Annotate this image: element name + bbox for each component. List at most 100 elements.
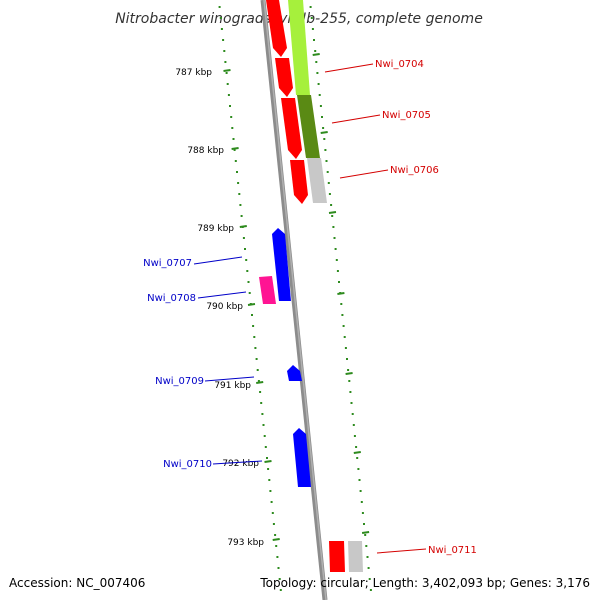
tick-dot — [318, 94, 321, 96]
tick-dot — [366, 556, 369, 558]
outer-feature-track — [288, 0, 363, 572]
major-tick — [328, 211, 337, 214]
tick-dot — [355, 446, 358, 448]
major-tick — [223, 69, 231, 72]
tick-dot — [251, 314, 253, 316]
tick-dot — [364, 534, 367, 536]
tick-dot — [240, 215, 243, 217]
tick-dot — [360, 501, 363, 503]
gene-arrow-nwi-0711[interactable] — [329, 541, 345, 572]
tick-dot — [352, 424, 355, 426]
gene-label-nwi-0707[interactable]: Nwi_0707 — [143, 258, 192, 269]
tick-dot — [266, 457, 268, 459]
tick-dot — [343, 336, 346, 338]
tick-dot — [264, 446, 267, 448]
gene-arrow-nwi-0704[interactable] — [275, 58, 293, 97]
gene-label-nwi-0709[interactable]: Nwi_0709 — [155, 376, 204, 387]
tick-dot — [255, 358, 258, 360]
tick-dot — [261, 413, 264, 415]
gene-label-nwi-0704[interactable]: Nwi_0704 — [375, 59, 424, 70]
tick-dot — [313, 39, 315, 41]
blue-gene-features — [259, 228, 311, 487]
gene-label-nwi-0708[interactable]: Nwi_0708 — [147, 293, 196, 304]
tick-dot — [367, 567, 370, 569]
major-tick — [247, 303, 256, 306]
gene-label-nwi-0705[interactable]: Nwi_0705 — [382, 110, 431, 121]
major-tick — [272, 538, 280, 541]
gene-arrow-nwi-0708[interactable] — [259, 276, 276, 304]
tick-dot — [244, 248, 246, 250]
tick-dot — [232, 138, 235, 140]
tick-dot — [268, 479, 271, 481]
major-tick — [337, 292, 345, 295]
topology-text: Topology: circular; Length: 3,402,093 bp… — [260, 576, 590, 590]
tick-dot — [223, 50, 226, 52]
tick-dot — [369, 589, 372, 591]
tick-dot — [356, 457, 359, 459]
tick-dot — [347, 369, 350, 371]
tick-dot — [342, 325, 345, 327]
major-tick — [231, 147, 239, 150]
tick-dot — [218, 6, 221, 8]
gene-arrow-upper[interactable] — [266, 0, 287, 57]
tick-dot — [361, 512, 364, 514]
major-tick — [353, 451, 361, 454]
major-tick — [361, 531, 370, 534]
tick-dot — [334, 248, 337, 250]
tick-dot — [246, 270, 249, 272]
tick-dot — [237, 182, 240, 184]
tick-dot — [225, 72, 228, 74]
tick-dot — [359, 490, 362, 492]
gene-arrow-nwi-0709[interactable] — [287, 365, 302, 381]
tick-dot — [353, 435, 356, 437]
tick-dot — [242, 237, 245, 239]
gene-feature-gray-bottom[interactable] — [348, 541, 363, 572]
kbp-label-792: 792 kbp — [222, 459, 259, 469]
genome-backbone — [260, 0, 328, 600]
tick-dot — [227, 94, 230, 96]
tick-dot — [277, 567, 280, 569]
tick-dot — [344, 347, 347, 349]
tick-dot — [349, 391, 352, 393]
tick-dot — [365, 545, 368, 547]
tick-dot — [220, 28, 223, 30]
tick-dot — [233, 149, 236, 151]
kbp-label-789: 789 kbp — [197, 224, 234, 234]
kbp-label-793: 793 kbp — [227, 538, 264, 548]
tick-dot — [321, 116, 323, 118]
kbp-label-790: 790 kbp — [206, 302, 243, 312]
major-tick — [239, 225, 247, 228]
tick-dot — [358, 479, 361, 481]
tick-dot — [224, 61, 227, 63]
gene-feature-olive[interactable] — [297, 95, 320, 158]
gene-label-nwi-0711[interactable]: Nwi_0711 — [428, 545, 477, 556]
tick-dot — [333, 237, 336, 239]
kbp-label-788: 788 kbp — [187, 146, 224, 156]
tick-dot — [324, 149, 327, 151]
tick-dot — [341, 314, 344, 316]
tick-dot — [278, 578, 281, 580]
tick-dot — [226, 83, 229, 85]
tick-dot — [248, 292, 251, 294]
gene-arrow-nwi-0706[interactable] — [290, 160, 308, 204]
tick-dot — [254, 347, 257, 349]
tick-dot — [272, 523, 275, 525]
gene-feature-gray[interactable] — [307, 158, 327, 203]
tick-dot — [236, 171, 238, 173]
gene-feature-lime[interactable] — [288, 0, 310, 95]
gene-label-nwi-0706[interactable]: Nwi_0706 — [390, 165, 439, 176]
gene-arrow-nwi-0707[interactable] — [272, 228, 291, 301]
gene-arrow-nwi-0710[interactable] — [293, 428, 311, 487]
tick-dot — [317, 83, 320, 85]
tick-dot — [262, 424, 265, 426]
tick-dot — [267, 468, 270, 470]
tick-dot — [336, 270, 339, 272]
tick-dot — [252, 325, 255, 327]
tick-dot — [275, 545, 278, 547]
tick-dot — [257, 380, 260, 382]
tick-dot — [330, 204, 333, 206]
tick-dot — [315, 61, 318, 63]
gene-arrow-nwi-0705[interactable] — [281, 98, 302, 159]
gene-label-nwi-0710[interactable]: Nwi_0710 — [163, 459, 212, 470]
